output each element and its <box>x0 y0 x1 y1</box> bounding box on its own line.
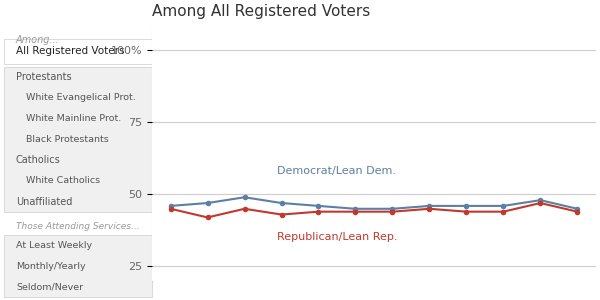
Text: White Evangelical Prot.: White Evangelical Prot. <box>26 93 136 102</box>
Text: White Catholics: White Catholics <box>26 176 100 185</box>
Text: Black Protestants: Black Protestants <box>26 135 109 144</box>
Text: Those Attending Services...: Those Attending Services... <box>16 222 140 231</box>
Text: Democrat/Lean Dem.: Democrat/Lean Dem. <box>277 166 397 176</box>
FancyBboxPatch shape <box>4 235 152 297</box>
Text: Among All Registered Voters: Among All Registered Voters <box>152 4 370 19</box>
Text: White Mainline Prot.: White Mainline Prot. <box>26 114 122 123</box>
Text: Among...: Among... <box>16 35 60 45</box>
Text: Seldom/Never: Seldom/Never <box>16 282 83 291</box>
Text: At Least Weekly: At Least Weekly <box>16 241 92 250</box>
Text: Catholics: Catholics <box>16 155 61 165</box>
Text: Monthly/Yearly: Monthly/Yearly <box>16 262 86 271</box>
Text: All Registered Voters: All Registered Voters <box>16 46 125 56</box>
FancyBboxPatch shape <box>4 39 152 64</box>
FancyBboxPatch shape <box>4 67 152 212</box>
Text: Unaffiliated: Unaffiliated <box>16 197 73 207</box>
Text: Protestants: Protestants <box>16 72 71 82</box>
Text: Republican/Lean Rep.: Republican/Lean Rep. <box>277 232 397 242</box>
